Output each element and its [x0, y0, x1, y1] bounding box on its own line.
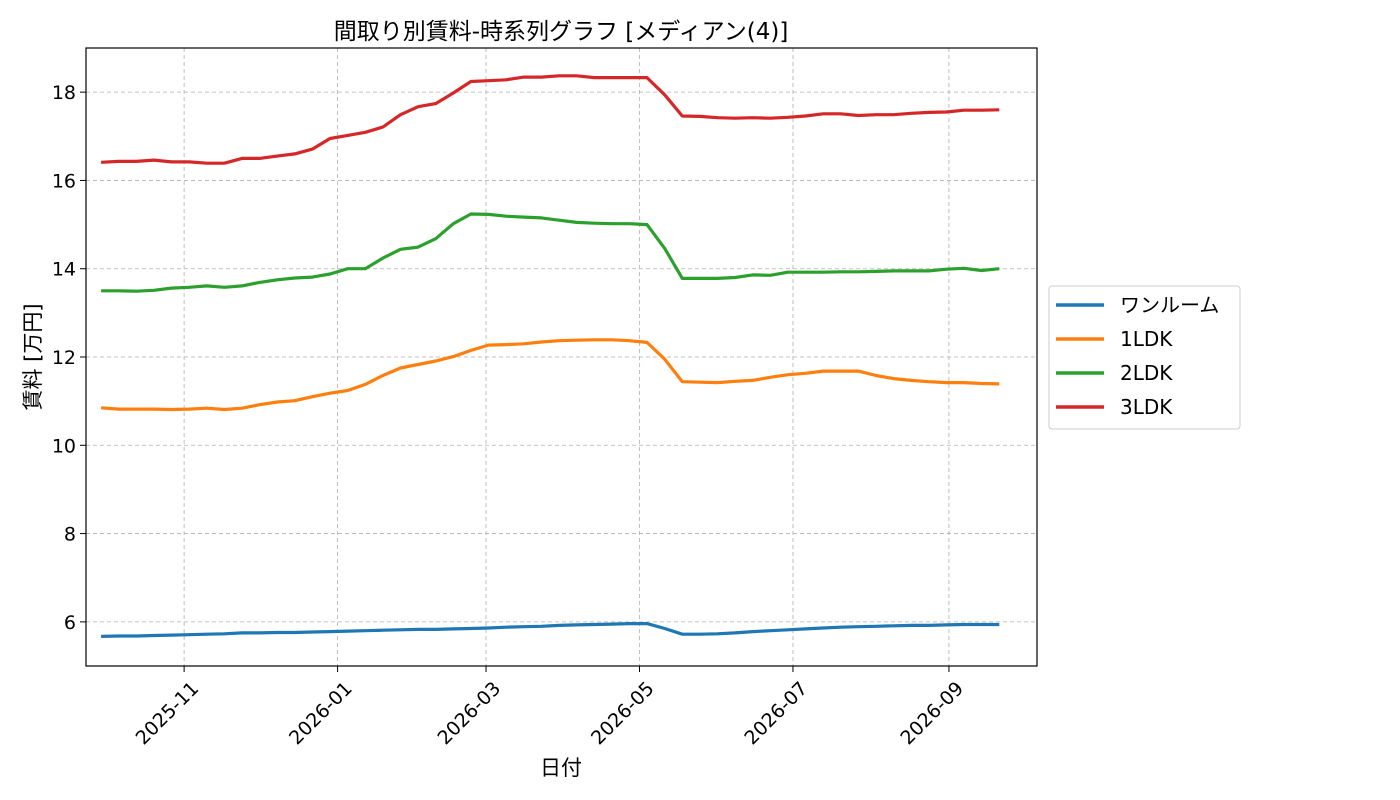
y-tick-label: 8 — [64, 524, 76, 546]
grid-lines — [86, 48, 1037, 666]
legend-label: 1LDK — [1120, 327, 1173, 351]
chart-title: 間取り別賃料-時系列グラフ [メディアン(4)] — [334, 19, 789, 45]
y-tick-label: 18 — [52, 82, 76, 104]
y-tick-label: 10 — [52, 435, 76, 457]
y-tick-label: 16 — [52, 170, 76, 192]
series-line-3 — [101, 74, 1000, 165]
y-axis-title: 賃料 [万円] — [21, 303, 45, 410]
series-line-2 — [101, 212, 1000, 293]
legend-box — [1048, 285, 1241, 430]
y-tick-label: 12 — [52, 347, 76, 369]
series-lines — [100, 74, 1000, 638]
series-line-0 — [101, 621, 1000, 638]
legend-label: 2LDK — [1120, 361, 1173, 385]
y-tick-label: 6 — [64, 612, 76, 634]
x-axis-title: 日付 — [540, 756, 582, 780]
legend-label: 3LDK — [1120, 395, 1173, 419]
y-tick-label: 14 — [52, 259, 76, 281]
series-line-1 — [100, 338, 1000, 412]
legend: ワンルーム 1LDK 2LDK 3LDK — [1048, 285, 1241, 430]
legend-label: ワンルーム — [1120, 293, 1219, 317]
